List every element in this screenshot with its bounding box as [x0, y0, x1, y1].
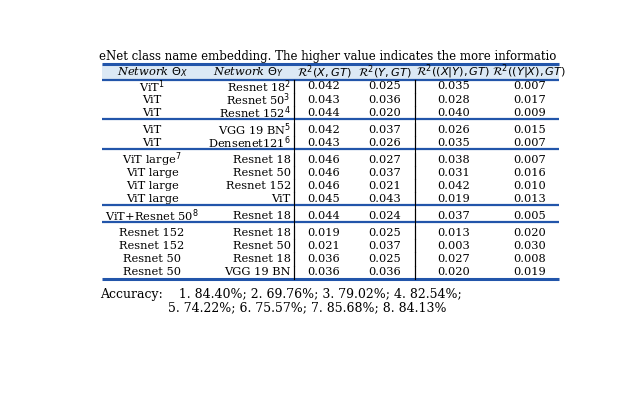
Text: 0.025: 0.025	[368, 228, 401, 238]
Text: 0.013: 0.013	[513, 194, 546, 204]
Text: 0.007: 0.007	[513, 138, 546, 148]
Text: 0.020: 0.020	[437, 267, 470, 277]
Text: 0.040: 0.040	[437, 108, 470, 118]
Text: 0.030: 0.030	[513, 241, 546, 251]
Text: 0.043: 0.043	[308, 138, 340, 148]
Text: Resnet 50$^3$: Resnet 50$^3$	[227, 91, 291, 108]
Text: 0.046: 0.046	[308, 168, 340, 178]
Text: ViT large: ViT large	[125, 181, 179, 191]
Text: 0.035: 0.035	[437, 138, 470, 148]
Text: 0.046: 0.046	[308, 181, 340, 191]
Text: Resnet 152: Resnet 152	[120, 241, 185, 251]
Text: Resnet 18: Resnet 18	[233, 155, 291, 165]
Text: $\mathcal{R}^2((Y|X),GT)$: $\mathcal{R}^2((Y|X),GT)$	[492, 62, 566, 81]
Text: eNet class name embedding. The higher value indicates the more informatio: eNet class name embedding. The higher va…	[99, 50, 557, 62]
Text: 0.038: 0.038	[437, 155, 470, 165]
Text: Resnet 152: Resnet 152	[225, 181, 291, 191]
Text: 0.007: 0.007	[513, 82, 546, 92]
Text: 0.003: 0.003	[437, 241, 470, 251]
Text: 0.005: 0.005	[513, 211, 546, 221]
Text: 0.027: 0.027	[368, 155, 401, 165]
Text: 0.025: 0.025	[368, 254, 401, 264]
Text: VGG 19 BN$^5$: VGG 19 BN$^5$	[218, 121, 291, 138]
Bar	[102, 64, 559, 80]
Text: 0.016: 0.016	[513, 168, 546, 178]
Text: 0.037: 0.037	[368, 125, 401, 135]
Text: 0.009: 0.009	[513, 108, 546, 118]
Text: Accuracy:    1. 84.40%; 2. 69.76%; 3. 79.02%; 4. 82.54%;: Accuracy: 1. 84.40%; 2. 69.76%; 3. 79.02…	[100, 288, 462, 301]
Text: 0.013: 0.013	[437, 228, 470, 238]
Text: 0.025: 0.025	[368, 82, 401, 92]
Text: Resnet 50: Resnet 50	[233, 168, 291, 178]
Text: Resnet 152$^4$: Resnet 152$^4$	[219, 104, 291, 121]
Text: Resnet 50: Resnet 50	[123, 267, 181, 277]
Text: 0.043: 0.043	[368, 194, 401, 204]
Text: 0.031: 0.031	[437, 168, 470, 178]
Text: 0.042: 0.042	[308, 125, 340, 135]
Text: 0.036: 0.036	[308, 267, 340, 277]
Text: 5. 74.22%; 6. 75.57%; 7. 85.68%; 8. 84.13%: 5. 74.22%; 6. 75.57%; 7. 85.68%; 8. 84.1…	[100, 301, 447, 314]
Text: $\mathcal{R}^2(X,GT)$: $\mathcal{R}^2(X,GT)$	[297, 63, 351, 81]
Text: ViT: ViT	[143, 94, 162, 104]
Text: 0.044: 0.044	[308, 211, 340, 221]
Text: VGG 19 BN: VGG 19 BN	[224, 267, 291, 277]
Text: Densenet121$^6$: Densenet121$^6$	[208, 134, 291, 151]
Text: 0.020: 0.020	[513, 228, 546, 238]
Text: ViT large: ViT large	[125, 168, 179, 178]
Text: Resnet 18$^2$: Resnet 18$^2$	[227, 78, 291, 95]
Text: ViT large$^7$: ViT large$^7$	[122, 150, 182, 169]
Text: Resnet 50: Resnet 50	[233, 241, 291, 251]
Text: Resnet 152: Resnet 152	[120, 228, 185, 238]
Text: 0.037: 0.037	[368, 241, 401, 251]
Text: Resnet 18: Resnet 18	[233, 228, 291, 238]
Text: 0.043: 0.043	[308, 94, 340, 104]
Text: ViT$^1$: ViT$^1$	[139, 78, 165, 95]
Text: 0.028: 0.028	[437, 94, 470, 104]
Text: ViT: ViT	[143, 138, 162, 148]
Text: 0.037: 0.037	[368, 168, 401, 178]
Text: 0.026: 0.026	[437, 125, 470, 135]
Text: 0.017: 0.017	[513, 94, 546, 104]
Text: ViT: ViT	[143, 125, 162, 135]
Text: 0.035: 0.035	[437, 82, 470, 92]
Text: 0.036: 0.036	[368, 267, 401, 277]
Text: 0.027: 0.027	[437, 254, 470, 264]
Text: 0.015: 0.015	[513, 125, 546, 135]
Text: ViT+Resnet 50$^8$: ViT+Resnet 50$^8$	[106, 208, 199, 224]
Text: 0.019: 0.019	[513, 267, 546, 277]
Text: 0.020: 0.020	[368, 108, 401, 118]
Text: ViT large: ViT large	[125, 194, 179, 204]
Text: 0.021: 0.021	[308, 241, 340, 251]
Text: ViT: ViT	[143, 108, 162, 118]
Text: 0.024: 0.024	[368, 211, 401, 221]
Text: 0.007: 0.007	[513, 155, 546, 165]
Text: 0.045: 0.045	[308, 194, 340, 204]
Text: Resnet 18: Resnet 18	[233, 254, 291, 264]
Text: 0.037: 0.037	[437, 211, 470, 221]
Text: Resnet 18: Resnet 18	[233, 211, 291, 221]
Text: 0.036: 0.036	[368, 94, 401, 104]
Text: 0.026: 0.026	[368, 138, 401, 148]
Text: 0.008: 0.008	[513, 254, 546, 264]
Text: Network $\Theta_Y$: Network $\Theta_Y$	[213, 65, 284, 79]
Text: 0.010: 0.010	[513, 181, 546, 191]
Text: $\mathcal{R}^2((X|Y),GT)$: $\mathcal{R}^2((X|Y),GT)$	[417, 62, 491, 81]
Text: 0.046: 0.046	[308, 155, 340, 165]
Text: Resnet 50: Resnet 50	[123, 254, 181, 264]
Text: 0.019: 0.019	[308, 228, 340, 238]
Text: ViT: ViT	[271, 194, 291, 204]
Text: 0.036: 0.036	[308, 254, 340, 264]
Text: 0.019: 0.019	[437, 194, 470, 204]
Text: 0.044: 0.044	[308, 108, 340, 118]
Text: 0.021: 0.021	[368, 181, 401, 191]
Text: 0.042: 0.042	[308, 82, 340, 92]
Text: $\mathcal{R}^2(Y,GT)$: $\mathcal{R}^2(Y,GT)$	[358, 63, 412, 81]
Text: Network $\Theta_X$: Network $\Theta_X$	[116, 65, 188, 79]
Text: 0.042: 0.042	[437, 181, 470, 191]
